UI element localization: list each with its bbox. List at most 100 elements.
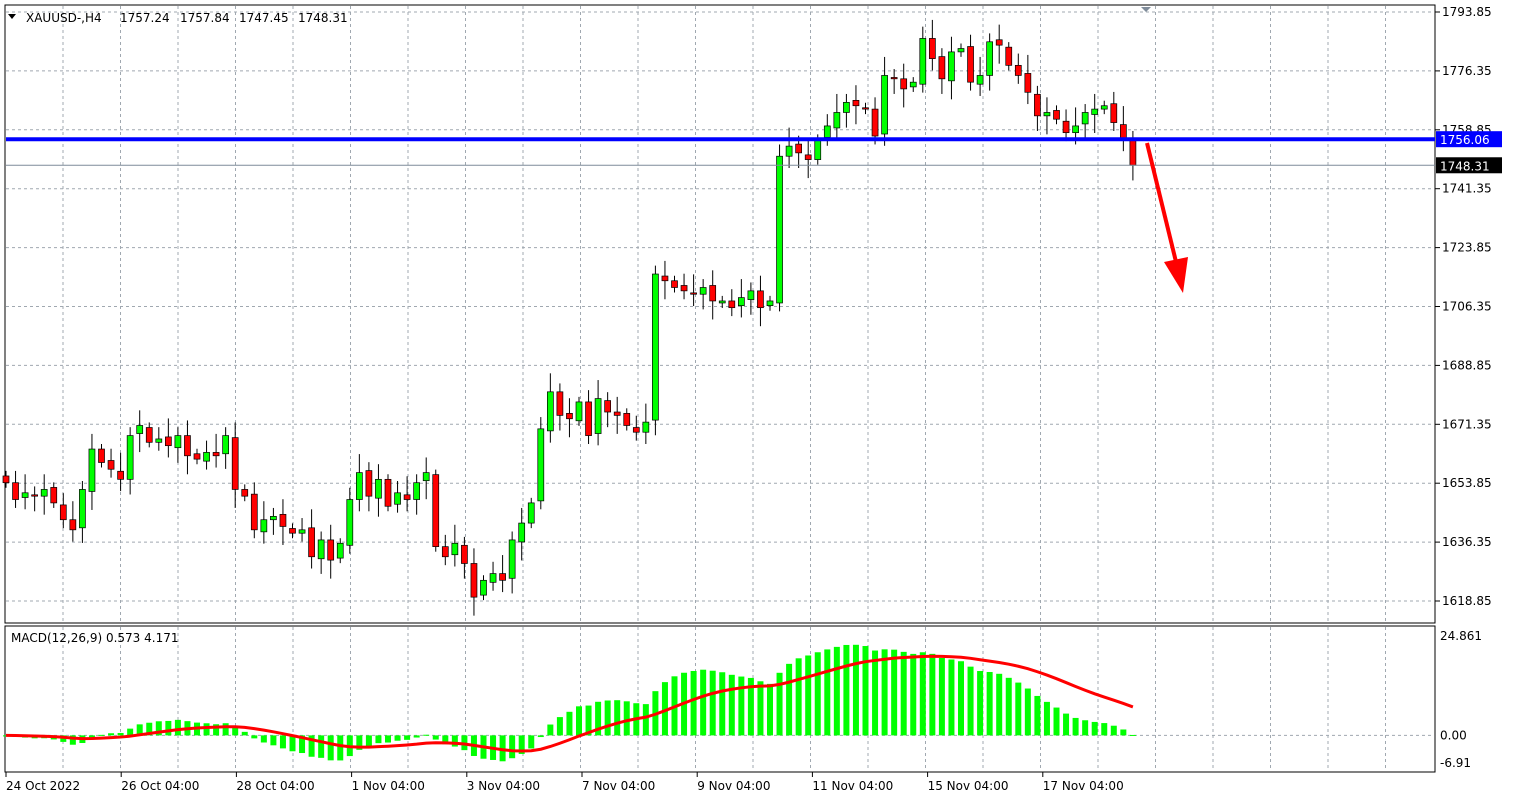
candle-body <box>671 280 678 288</box>
time-axis[interactable]: 24 Oct 2022 26 Oct 04:00 28 Oct 04:00 1 Nov… <box>5 772 1124 793</box>
candle-body <box>413 482 420 500</box>
candle-body <box>270 516 277 521</box>
candle-body <box>652 273 659 421</box>
macd-histogram-bar <box>604 700 611 736</box>
candle-body <box>556 391 564 416</box>
candle-body <box>604 400 612 413</box>
time-tick-label: 9 Nov 04:00 <box>697 779 770 793</box>
macd-histogram-bar <box>260 735 267 743</box>
main-pane[interactable] <box>4 4 1436 624</box>
candle-body <box>2 475 10 484</box>
candle-body <box>40 489 48 497</box>
candle-body <box>422 472 430 482</box>
header-open: 1757.24 <box>120 11 170 25</box>
time-tick-label: 7 Nov 04:00 <box>582 779 655 793</box>
candle-body <box>289 528 296 534</box>
macd-histogram-bar <box>279 735 286 749</box>
down-arrow-annotation[interactable] <box>1145 142 1188 293</box>
macd-histogram-bar <box>1129 734 1136 736</box>
macd-histogram-bar <box>757 681 764 736</box>
candle-body <box>117 470 124 480</box>
macd-histogram-bar <box>642 704 649 736</box>
macd-histogram-bar <box>385 735 391 743</box>
candle-body <box>623 413 631 426</box>
time-tick-label: 15 Nov 04:00 <box>928 779 1009 793</box>
candle-body <box>948 51 955 82</box>
candle-body <box>804 154 812 160</box>
price-axis[interactable]: 1793.851776.351758.851741.351723.851706.… <box>1435 5 1492 608</box>
candle-body <box>747 290 755 300</box>
time-tick-label: 24 Oct 2022 <box>6 779 80 793</box>
candle-body <box>1005 46 1013 66</box>
macd-histogram-bar <box>700 669 707 736</box>
candle-body <box>403 494 411 500</box>
chart-shift-marker-icon[interactable] <box>1141 7 1151 12</box>
candle-body <box>938 56 946 80</box>
candle-body <box>165 436 172 447</box>
candle-body <box>50 487 58 504</box>
candle-body <box>1081 112 1089 125</box>
macd-histogram-bar <box>814 652 821 736</box>
macd-histogram-bar <box>556 717 563 736</box>
candle-body <box>12 482 19 500</box>
candle-body <box>718 300 726 304</box>
macd-histogram-bar <box>432 735 439 740</box>
macd-histogram-bar <box>1082 720 1089 736</box>
candle-body <box>59 504 67 521</box>
candle-body <box>279 513 287 527</box>
candle-body <box>1091 108 1099 115</box>
macd-label: MACD(12,26,9) 0.573 4.171 <box>11 631 178 645</box>
candle-body <box>432 474 440 548</box>
candle-body <box>594 398 602 434</box>
macd-histogram-bar <box>289 735 296 752</box>
macd-histogram-bar <box>767 683 773 736</box>
macd-histogram-bar <box>308 735 315 757</box>
candle-body <box>1062 120 1070 134</box>
macd-histogram-bar <box>910 653 917 736</box>
candle-body <box>986 41 994 76</box>
candle-body <box>709 285 717 302</box>
candle-body <box>88 448 96 492</box>
macd-histogram-bar <box>423 734 430 736</box>
candle-body <box>737 297 745 307</box>
collapse-triangle-icon[interactable] <box>8 14 16 19</box>
macd-histogram-bar <box>232 727 239 736</box>
macd-histogram-bar <box>738 676 745 736</box>
candle-body <box>518 522 526 543</box>
candle-body <box>69 519 77 531</box>
candle-body <box>527 502 535 524</box>
macd-histogram-bar <box>1072 717 1079 736</box>
macd-histogram-bar <box>747 677 754 736</box>
macd-histogram-bar <box>518 735 525 754</box>
candle-body <box>31 494 38 497</box>
header-low: 1747.45 <box>239 11 289 25</box>
macd-histogram-bar <box>69 735 76 745</box>
macd-histogram-bar <box>318 735 325 758</box>
candle-body <box>336 542 344 559</box>
macd-histogram-bar <box>1043 701 1050 736</box>
macd-histogram-bar <box>509 735 516 759</box>
macd-histogram-bar <box>1024 688 1031 736</box>
candles <box>2 19 1137 616</box>
candle-body <box>1110 103 1118 123</box>
macd-histogram-bar <box>127 728 134 736</box>
macd-histogram-bar <box>375 735 382 744</box>
macd-histogram-bar <box>843 644 850 736</box>
horizontal-lines[interactable]: 1756.06 1748.31 <box>6 131 1502 174</box>
macd-histogram-bar <box>270 735 277 746</box>
candle-body <box>976 75 984 85</box>
macd-histogram-bar <box>977 671 984 736</box>
header-high: 1757.84 <box>180 11 230 25</box>
candle-body <box>871 108 879 137</box>
candle-body <box>489 573 497 583</box>
macd-histogram-bar <box>356 735 363 750</box>
macd-histogram-bar <box>872 650 879 736</box>
candle-body <box>537 428 545 502</box>
macd-histogram-bar <box>719 672 726 736</box>
candle-body <box>1129 139 1137 166</box>
candle-body <box>642 421 650 433</box>
price-tick-label: 1618.85 <box>1442 594 1492 608</box>
candle-body <box>375 478 382 499</box>
